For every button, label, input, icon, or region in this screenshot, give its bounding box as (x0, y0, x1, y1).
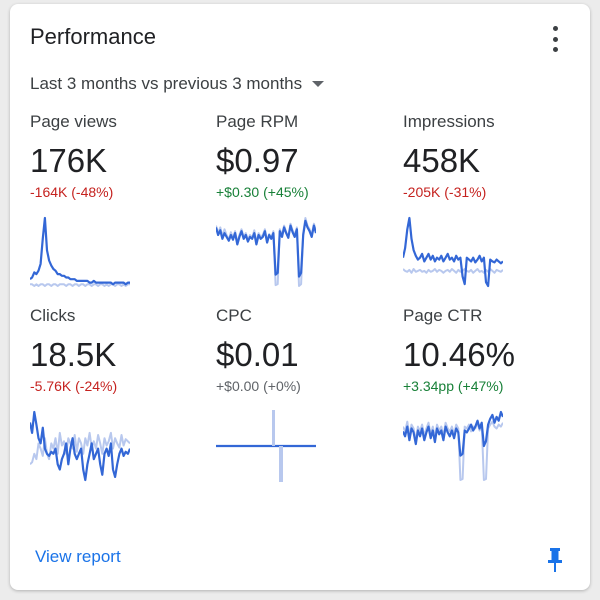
metric-impressions[interactable]: Impressions 458K -205K (-31%) (403, 112, 573, 288)
metric-change: +$0.00 (+0%) (216, 378, 301, 394)
view-report-link[interactable]: View report (35, 547, 121, 566)
current-series-line (216, 219, 316, 278)
metric-value: $0.01 (216, 336, 299, 373)
metric-page-ctr[interactable]: Page CTR 10.46% +3.34pp (+47%) (403, 306, 573, 481)
caret-down-icon (312, 81, 325, 87)
metric-page-views[interactable]: Page views 176K -164K (-48%) (30, 112, 200, 287)
metric-label: Page views (30, 112, 117, 131)
metric-label: Page RPM (216, 112, 299, 131)
pin-icon[interactable] (546, 547, 564, 578)
metric-change: -164K (-48%) (30, 184, 114, 200)
performance-card: Performance Last 3 months vs previous 3 … (10, 4, 590, 590)
sparkline-chart (403, 216, 503, 288)
metric-label: CPC (216, 306, 252, 325)
pin-glyph (548, 548, 562, 572)
sparkline-chart (403, 410, 503, 481)
sparkline-chart (216, 410, 316, 482)
metric-change: +3.34pp (+47%) (403, 378, 504, 394)
current-series-line (30, 216, 130, 286)
sparkline-chart (30, 216, 130, 287)
current-series-line (403, 410, 503, 457)
metric-change: -5.76K (-24%) (30, 378, 118, 394)
current-spike-mark (279, 446, 283, 482)
metric-value: $0.97 (216, 142, 299, 179)
metric-value: 18.5K (30, 336, 117, 373)
metric-cpc[interactable]: CPC $0.01 +$0.00 (+0%) (216, 306, 386, 482)
metric-label: Page CTR (403, 306, 483, 325)
metric-label: Impressions (403, 112, 495, 131)
more-vert-icon[interactable] (546, 26, 564, 52)
card-title: Performance (30, 24, 156, 49)
sparkline-chart (216, 217, 316, 287)
menu-dot (552, 47, 558, 52)
sparkline-chart (30, 410, 130, 482)
metric-clicks[interactable]: Clicks 18.5K -5.76K (-24%) (30, 306, 200, 482)
current-series-line (403, 216, 503, 288)
menu-dot (552, 26, 558, 31)
metric-value: 10.46% (403, 336, 515, 373)
previous-series-line (216, 217, 316, 287)
menu-dot (552, 36, 558, 42)
previous-series-line (403, 268, 503, 274)
previous-spike-mark (272, 410, 275, 446)
metric-value: 458K (403, 142, 481, 179)
metric-value: 176K (30, 142, 108, 179)
metric-change: +$0.30 (+45%) (216, 184, 309, 200)
period-label: Last 3 months vs previous 3 months (30, 74, 303, 93)
metric-label: Clicks (30, 306, 76, 325)
metric-change: -205K (-31%) (403, 184, 487, 200)
previous-series-line (30, 283, 130, 287)
period-dropdown[interactable]: Last 3 months vs previous 3 months (30, 74, 325, 94)
metric-page-rpm[interactable]: Page RPM $0.97 +$0.30 (+45%) (216, 112, 386, 287)
current-series-line (30, 410, 130, 482)
